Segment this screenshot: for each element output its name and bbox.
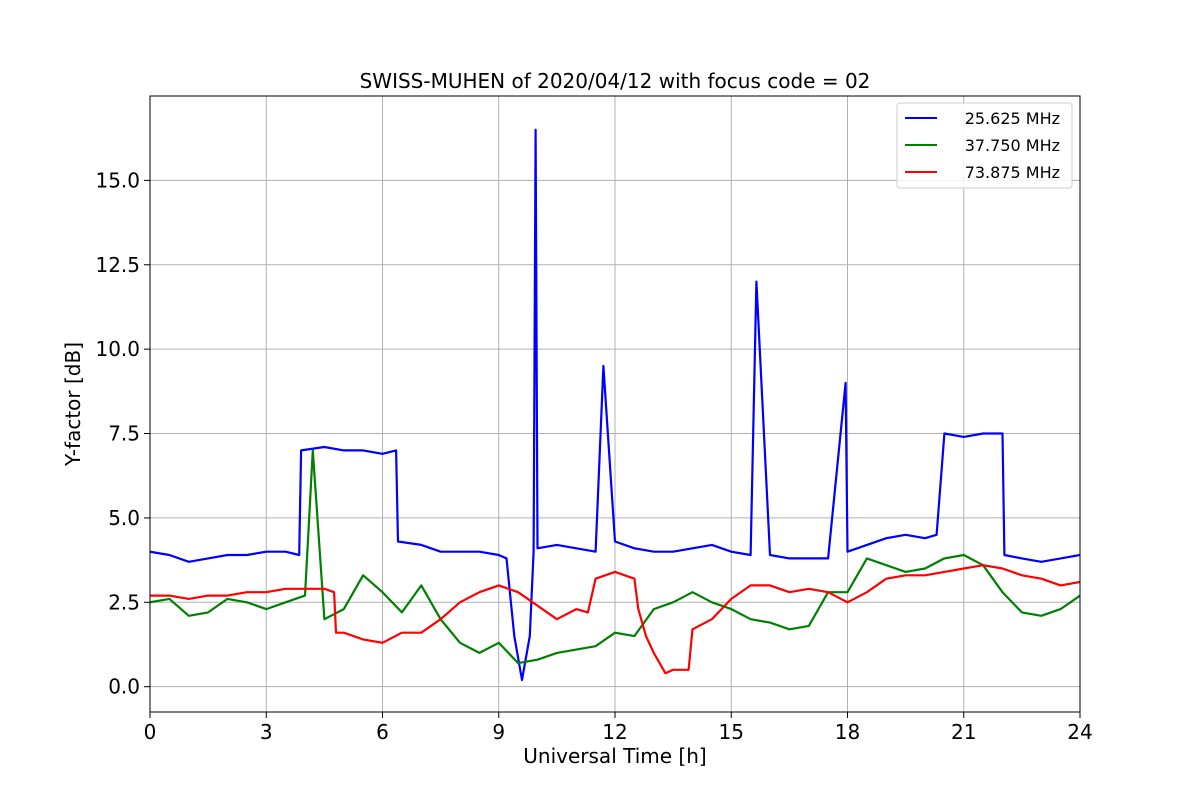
x-axis-title: Universal Time [h]: [523, 744, 706, 768]
x-tick-label: 24: [1067, 720, 1092, 744]
chart-title: SWISS-MUHEN of 2020/04/12 with focus cod…: [360, 69, 871, 93]
series-line-37-750-mhz: [150, 449, 1080, 665]
series-line-25-625-mhz: [150, 128, 1080, 682]
plot-area: [149, 95, 1081, 713]
y-axis: 0.0 2.5 5.0 7.5 10.0 12.5 15.0: [95, 168, 150, 699]
legend-box: [896, 102, 1073, 189]
y-axis-title: Y-factor [dB]: [61, 342, 85, 467]
y-tick-label: 0.0: [108, 675, 140, 699]
x-tick-label: 3: [260, 720, 273, 744]
y-tick-label: 12.5: [95, 253, 140, 277]
legend-label-37-750-mhz: 37.750 MHz: [965, 136, 1060, 155]
x-tick-label: 15: [719, 720, 744, 744]
legend: 25.625 MHz 37.750 MHz 73.875 MHz: [896, 102, 1073, 189]
x-tick-label: 18: [835, 720, 860, 744]
y-tick-label: 15.0: [95, 168, 140, 192]
y-tick-label: 5.0: [108, 506, 140, 530]
x-tick-label: 9: [492, 720, 505, 744]
series-line-73-875-mhz: [150, 564, 1080, 675]
x-tick-label: 21: [951, 720, 976, 744]
series-layer: [150, 128, 1080, 682]
x-tick-label: 6: [376, 720, 389, 744]
x-tick-label: 0: [144, 720, 157, 744]
legend-label-73-875-mhz: 73.875 MHz: [965, 163, 1060, 182]
y-tick-label: 10.0: [95, 337, 140, 361]
y-tick-label: 2.5: [108, 590, 140, 614]
legend-label-25-625-mhz: 25.625 MHz: [965, 109, 1060, 128]
x-axis: 0 3 6 9 12 15 18 21 24: [144, 712, 1093, 744]
x-tick-label: 12: [602, 720, 627, 744]
y-tick-label: 7.5: [108, 422, 140, 446]
